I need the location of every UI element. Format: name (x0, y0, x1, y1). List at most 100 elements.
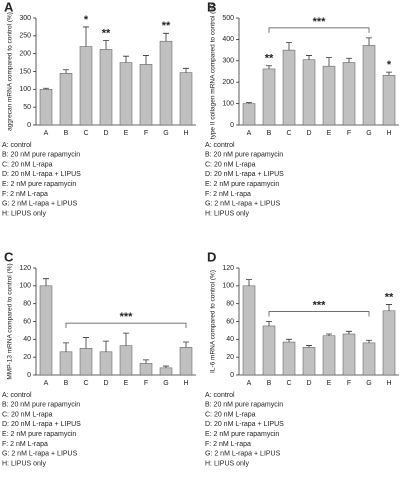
x-tick-label: G (163, 130, 168, 137)
x-tick-label: C (286, 380, 291, 387)
x-tick-label: E (327, 380, 332, 387)
bar (302, 59, 316, 126)
bar (59, 351, 73, 376)
error-bar (346, 57, 352, 63)
x-tick-label: A (247, 380, 252, 387)
error-bar (306, 345, 312, 348)
legend-entry: G: 2 nM L-rapa + LIPUS (205, 451, 281, 458)
legend-entry: C: 20 nM L-rapa (2, 411, 53, 418)
y-tick-label: 100 (222, 100, 234, 107)
y-axis-label: type II collagen mRNA compared to contro… (210, 4, 217, 139)
bar (342, 62, 356, 126)
error-bar (183, 341, 189, 348)
error-bar (163, 365, 169, 368)
legend-entry: G: 2 nM L-rapa + LIPUS (2, 451, 78, 458)
bracket-label: *** (120, 311, 134, 323)
y-tick-label: 20 (23, 354, 31, 361)
x-tick-label: F (144, 380, 148, 387)
y-tick-label: 120 (19, 265, 31, 272)
error-bar (63, 69, 69, 74)
error-bar (163, 32, 169, 42)
error-bar (326, 57, 332, 67)
legend-entry: C: 20 nM L-rapa (205, 161, 256, 168)
x-tick-label: D (103, 130, 108, 137)
y-tick-label: 300 (222, 58, 234, 65)
significance-label: ** (162, 20, 171, 32)
panel-label: B (207, 0, 216, 14)
y-tick-label: 120 (222, 265, 234, 272)
bar (362, 45, 376, 126)
legend-entry: D: 20 nM L-rapa + LIPUS (2, 421, 81, 428)
x-tick-label: D (306, 130, 311, 137)
bar (39, 89, 53, 126)
x-tick-label: G (163, 380, 168, 387)
error-bar (366, 37, 372, 46)
significance-label: * (387, 59, 392, 71)
error-bar (246, 279, 252, 286)
x-tick-label: A (247, 130, 252, 137)
bar (262, 325, 276, 376)
significance-label: ** (385, 291, 394, 303)
x-tick-label: A (44, 130, 49, 137)
x-tick-label: B (64, 130, 69, 137)
bar (242, 103, 256, 126)
error-bar (83, 337, 89, 349)
y-tick-label: 80 (23, 301, 31, 308)
bar (119, 345, 133, 376)
bar (79, 348, 93, 376)
error-bar (143, 359, 149, 364)
legend-entry: B: 20 nM pure rapamycin (205, 402, 283, 409)
legend-entry: F: 2 nM L-rapa (205, 191, 251, 198)
legend-entry: G: 2 nM L-rapa + LIPUS (2, 201, 78, 208)
x-tick-label: H (183, 380, 188, 387)
x-tick-label: H (386, 130, 391, 137)
legend-entry: B: 20 nM pure rapamycin (205, 152, 283, 159)
x-tick-label: D (103, 380, 108, 387)
error-bar (143, 55, 149, 65)
error-bar (246, 102, 252, 104)
x-tick-label: G (366, 380, 371, 387)
legend-entry: C: 20 nM L-rapa (205, 411, 256, 418)
error-bar (286, 42, 292, 51)
bracket-label: *** (313, 299, 327, 311)
legend-entry: E: 2 nM pure rapamycin (205, 431, 279, 438)
error-bar (43, 87, 49, 90)
error-bar (103, 340, 109, 352)
x-tick-label: E (124, 130, 129, 137)
bar (159, 367, 173, 376)
legend-entry: G: 2 nM L-rapa + LIPUS (205, 201, 281, 208)
y-tick-label: 0 (230, 122, 234, 129)
bracket (65, 322, 187, 329)
x-tick-label: E (327, 130, 332, 137)
legend-entry: A: control (2, 392, 32, 399)
error-bar (286, 338, 292, 343)
x-tick-label: E (124, 380, 129, 387)
bar (99, 351, 113, 376)
y-axis-label: IL-6 mRNA compared to control (%) (210, 270, 217, 373)
error-bar (346, 330, 352, 334)
bar (362, 342, 376, 376)
y-tick-label: 60 (226, 318, 234, 325)
x-tick-label: A (44, 380, 49, 387)
legend-entry: F: 2 nM L-rapa (2, 441, 48, 448)
x-tick-label: H (183, 130, 188, 137)
legend-entry: B: 20 nM pure rapamycin (2, 152, 80, 159)
y-tick-label: 250 (19, 33, 31, 40)
bar (302, 347, 316, 376)
bar (322, 335, 336, 376)
bar (39, 285, 53, 376)
y-tick-label: 100 (19, 283, 31, 290)
error-bar (306, 55, 312, 60)
bracket (268, 311, 370, 317)
bar (282, 49, 296, 126)
bar (99, 49, 113, 126)
y-tick-label: 0 (27, 122, 31, 129)
y-axis-label: aggrecan mRNA compared to control (%) (7, 12, 14, 131)
error-bar (123, 332, 129, 346)
bar (59, 73, 73, 126)
y-tick-label: 0 (27, 372, 31, 379)
y-tick-label: 40 (226, 336, 234, 343)
y-tick-label: 200 (19, 51, 31, 58)
legend-entry: A: control (205, 142, 235, 149)
